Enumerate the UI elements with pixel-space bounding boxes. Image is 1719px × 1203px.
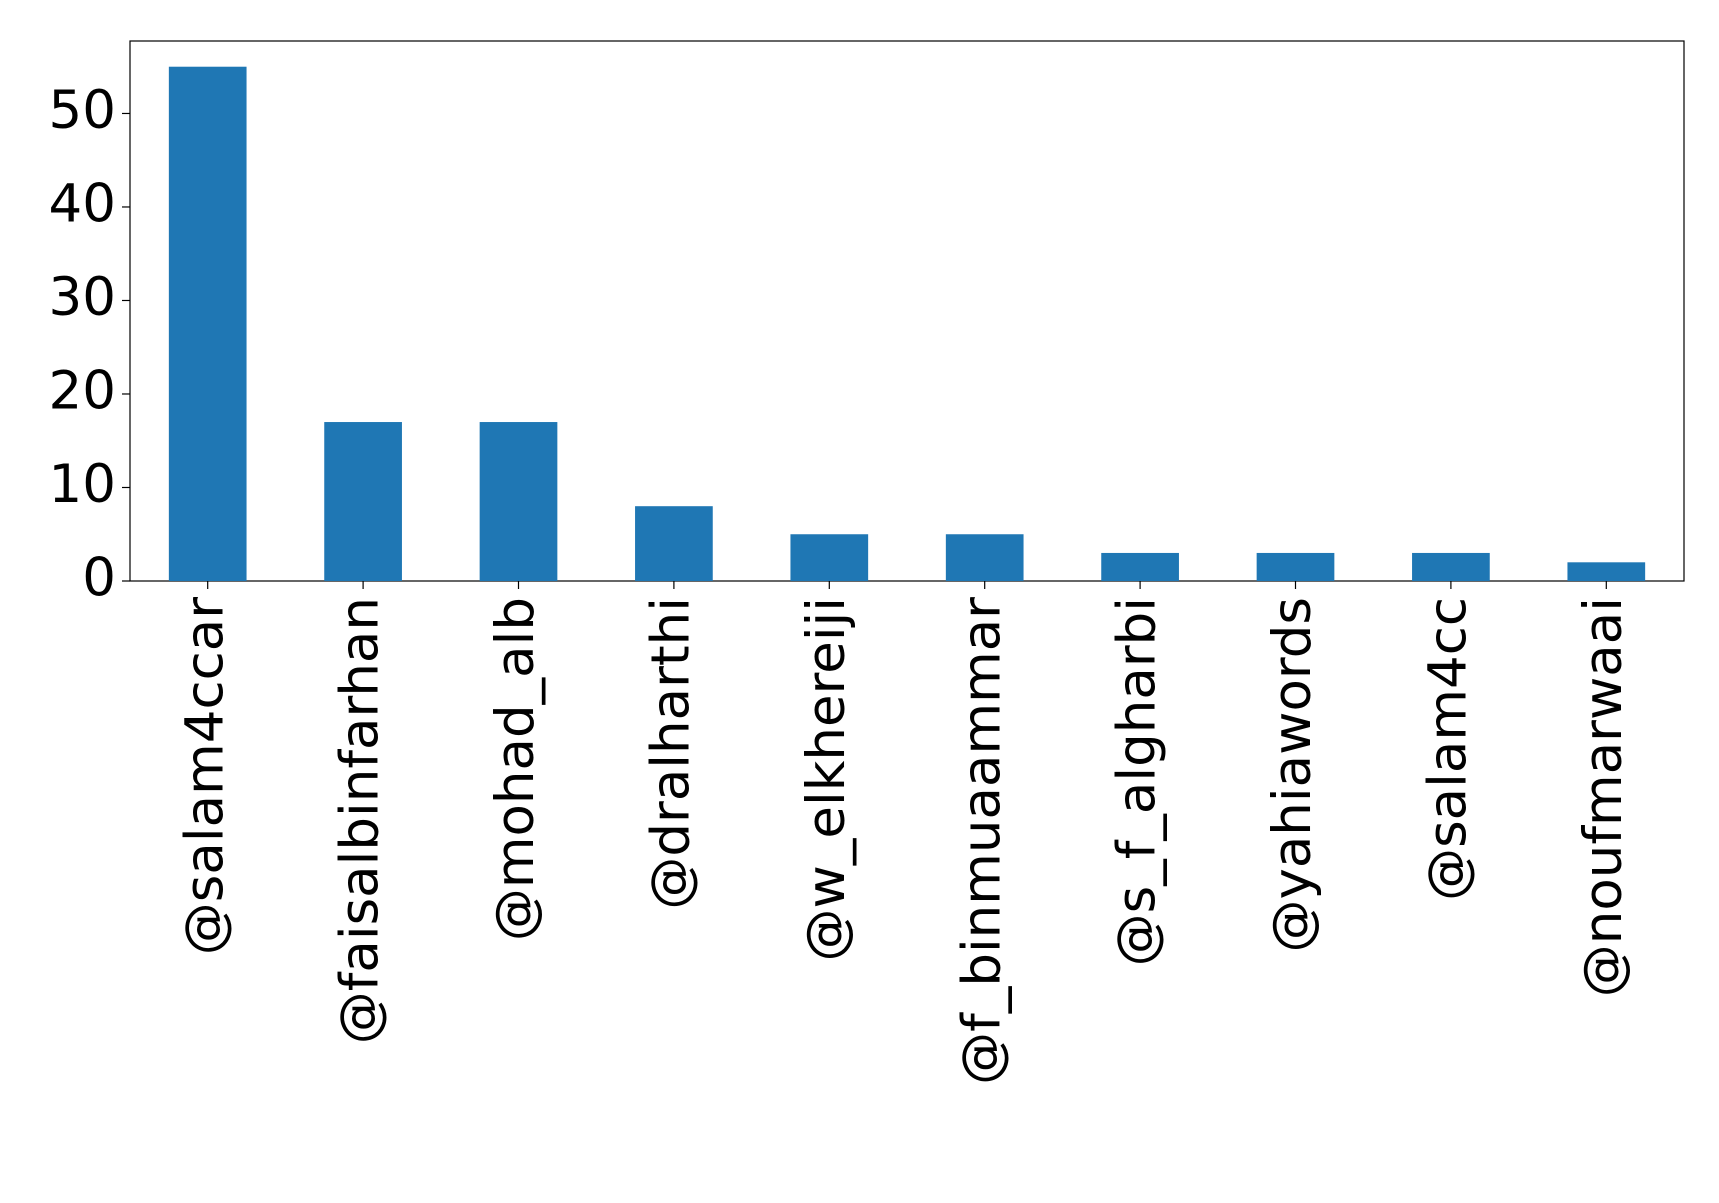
x-tick-label: @s_f_algharbi (1107, 597, 1168, 966)
x-tick-label: @f_binmuaammar (951, 597, 1012, 1085)
bar (1567, 562, 1646, 581)
bar (1412, 552, 1490, 581)
axes-frame (129, 40, 1685, 582)
x-tick-label: @salam4ccar (174, 597, 235, 955)
bar (635, 506, 713, 581)
bar (1256, 552, 1335, 581)
y-tick-label: 10 (49, 454, 116, 515)
bar (1101, 552, 1179, 581)
x-tick-label: @yahiawords (1262, 597, 1323, 953)
bar (945, 534, 1024, 581)
x-tick-label: @dralharthi (641, 597, 702, 910)
x-tick-label: @w_elkhereiji (796, 597, 857, 961)
bar (479, 422, 558, 581)
y-tick-label: 0 (82, 548, 116, 609)
bar (790, 534, 869, 581)
y-tick-label: 20 (49, 361, 116, 422)
y-tick-label: 30 (49, 267, 116, 328)
x-tick-label: @noufmarwaai (1573, 597, 1634, 997)
bar (324, 422, 402, 581)
x-tick-label: @mohad_alb (485, 597, 546, 941)
y-tick-label: 40 (49, 174, 116, 235)
x-tick-label: @faisalbinfarhan (330, 597, 391, 1044)
x-tick-label: @salam4cc (1418, 597, 1479, 901)
bar (168, 66, 247, 581)
y-tick-label: 50 (49, 80, 116, 141)
